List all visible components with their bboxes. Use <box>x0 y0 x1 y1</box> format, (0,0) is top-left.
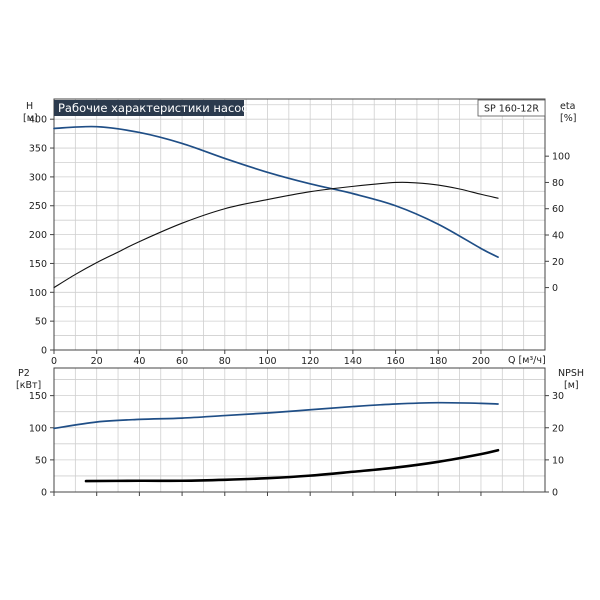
y-axis-unit-bottom: [кВт] <box>16 380 41 391</box>
series-line-0-1 <box>53 181 499 289</box>
x-tick-label: 160 <box>386 356 404 367</box>
x-tick-label: 60 <box>176 356 188 367</box>
x-tick-label: 180 <box>429 356 447 367</box>
y-axis-label-top: H <box>26 101 33 112</box>
model-box <box>477 99 546 117</box>
plot-frame-0 <box>53 98 546 351</box>
y-axis-label-bottom: P2 <box>18 368 30 379</box>
y-tick-label: 350 <box>29 144 47 155</box>
chart-title: Рабочие характеристики насоса <box>58 101 255 115</box>
y-tick-label: 100 <box>29 288 47 299</box>
x-tick-label: 100 <box>258 356 276 367</box>
title-box <box>54 100 244 116</box>
y-axis-unit-top: [м] <box>23 113 38 124</box>
x-tick-label: 20 <box>91 356 103 367</box>
y-tick-label: 300 <box>29 172 47 183</box>
y2-tick-label: 40 <box>552 231 564 242</box>
y2-axis-unit-top: [%] <box>560 113 576 124</box>
y2-tick-label: 80 <box>552 178 564 189</box>
x-tick-label: 200 <box>472 356 490 367</box>
x-tick-label: 80 <box>219 356 231 367</box>
y-tick-label: 200 <box>29 230 47 241</box>
x-tick-label: 140 <box>344 356 362 367</box>
x-axis-label: Q [м³/ч] <box>508 355 546 366</box>
y2-tick-label: 20 <box>552 423 564 434</box>
model-label: SP 160-12R <box>484 104 539 115</box>
plot-area-1 <box>54 368 545 492</box>
x-tick-label: 40 <box>133 356 145 367</box>
y2-tick-label: 30 <box>552 391 564 402</box>
y-tick-label: 50 <box>35 455 47 466</box>
series-line-0-0 <box>53 125 499 258</box>
y-tick-label: 250 <box>29 201 47 212</box>
y2-tick-label: 60 <box>552 204 564 215</box>
series-line-1-1 <box>84 448 500 483</box>
bottom-panel: 0 50 100 150 0 10 20 30 <box>29 367 564 499</box>
x-tick-label: 120 <box>301 356 319 367</box>
y2-tick-label: 10 <box>552 455 564 466</box>
y2-axis-label-bottom: NPSH <box>558 368 584 379</box>
y2-tick-label: 20 <box>552 257 564 268</box>
top-panel: 0 50 100 150 200 250 300 350 400 0 20 40 60 80 100 0 20 4… <box>29 98 570 367</box>
y2-tick-label: 0 <box>552 488 558 499</box>
y-tick-label: 150 <box>29 259 47 270</box>
y2-tick-label: 0 <box>552 283 558 294</box>
y2-tick-label: 100 <box>552 152 570 163</box>
y-tick-label: 400 <box>29 115 47 126</box>
plot-area-0 <box>54 99 545 350</box>
y-tick-label: 100 <box>29 423 47 434</box>
x-tick-label: 0 <box>51 356 57 367</box>
plot-frame-1 <box>53 367 546 493</box>
y-tick-label: 0 <box>41 346 47 357</box>
y-tick-label: 0 <box>41 488 47 499</box>
y-tick-label: 50 <box>35 317 47 328</box>
y2-axis-unit-bottom: [м] <box>564 380 579 391</box>
y2-axis-label-top: eta <box>560 101 575 112</box>
y-tick-label: 150 <box>29 391 47 402</box>
series-line-1-0 <box>53 401 499 430</box>
